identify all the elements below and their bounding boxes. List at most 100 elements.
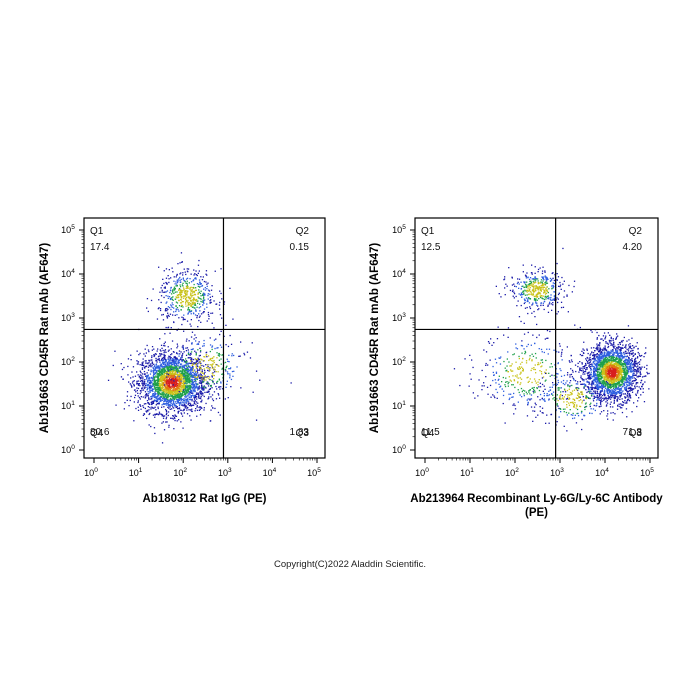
data-point <box>189 415 191 417</box>
data-point <box>196 406 198 408</box>
data-point <box>202 345 204 347</box>
data-point <box>161 284 163 287</box>
data-point <box>167 372 169 374</box>
data-point <box>212 374 214 376</box>
data-point <box>184 373 186 375</box>
data-point <box>627 398 630 400</box>
data-point <box>184 407 186 409</box>
x-tick-label: 100 <box>84 467 98 478</box>
data-point <box>177 384 180 386</box>
data-point <box>192 384 194 386</box>
data-point <box>149 390 151 393</box>
data-point <box>196 387 198 389</box>
data-point <box>168 355 170 357</box>
data-point <box>613 401 615 403</box>
data-point <box>156 365 158 367</box>
data-point <box>198 388 200 390</box>
data-point <box>192 299 194 301</box>
data-point <box>167 327 169 329</box>
data-point <box>622 344 624 346</box>
data-point <box>148 413 150 416</box>
data-point <box>211 367 213 369</box>
data-point <box>176 347 178 349</box>
data-point <box>188 398 191 401</box>
data-point <box>190 395 193 397</box>
data-point <box>195 277 197 279</box>
data-point <box>146 384 148 386</box>
data-point <box>183 391 186 393</box>
data-point <box>161 395 163 398</box>
data-point <box>203 292 205 294</box>
data-point <box>153 386 156 388</box>
data-point <box>159 361 161 363</box>
data-point <box>598 385 600 387</box>
data-point <box>160 394 163 396</box>
data-point <box>619 383 622 386</box>
data-point <box>174 298 177 300</box>
data-point <box>166 307 168 310</box>
data-point <box>186 400 188 402</box>
data-point <box>180 397 182 399</box>
data-point <box>590 374 593 376</box>
data-point <box>625 389 627 391</box>
data-point <box>598 375 600 377</box>
data-point <box>188 357 190 359</box>
data-point <box>208 383 210 385</box>
data-point <box>209 350 211 353</box>
data-point <box>163 385 165 387</box>
data-point <box>607 394 609 397</box>
data-point <box>221 354 223 356</box>
data-point <box>211 312 214 314</box>
data-point <box>184 377 186 379</box>
data-point <box>168 405 170 407</box>
data-point <box>252 391 254 393</box>
data-point <box>165 277 168 279</box>
data-point <box>167 403 169 405</box>
data-point <box>163 365 165 367</box>
data-point <box>159 385 161 387</box>
data-point <box>185 374 187 376</box>
data-point <box>243 354 246 356</box>
data-point <box>194 380 196 383</box>
data-point <box>157 365 159 367</box>
data-point <box>136 363 138 365</box>
data-point <box>173 379 176 381</box>
data-point <box>596 382 598 384</box>
data-point <box>181 413 183 415</box>
data-point <box>191 288 193 291</box>
data-point <box>175 388 177 390</box>
data-point <box>199 303 201 305</box>
data-point <box>585 396 587 398</box>
data-point <box>629 395 632 397</box>
data-point <box>203 389 205 391</box>
data-point <box>172 299 174 301</box>
data-point <box>168 389 170 391</box>
data-point <box>220 358 222 360</box>
data-point <box>218 394 220 396</box>
data-point <box>628 384 631 386</box>
data-point <box>598 381 600 383</box>
data-point <box>613 343 615 346</box>
data-point <box>151 355 153 357</box>
data-point <box>196 376 198 378</box>
data-point <box>144 367 146 369</box>
data-point <box>160 368 162 370</box>
data-point <box>179 384 181 386</box>
data-point <box>633 354 635 357</box>
data-point <box>638 369 640 371</box>
data-point <box>155 404 157 406</box>
data-point <box>146 411 148 413</box>
data-point <box>161 291 163 293</box>
data-point <box>179 380 181 382</box>
data-point <box>194 350 196 352</box>
data-point <box>152 400 155 402</box>
data-point <box>166 396 168 399</box>
data-point <box>612 372 615 374</box>
data-point <box>582 373 584 375</box>
data-point <box>153 371 155 373</box>
data-point <box>628 384 630 386</box>
data-point <box>183 314 185 316</box>
data-point <box>163 353 165 356</box>
data-point <box>199 361 201 363</box>
data-point <box>190 396 192 398</box>
